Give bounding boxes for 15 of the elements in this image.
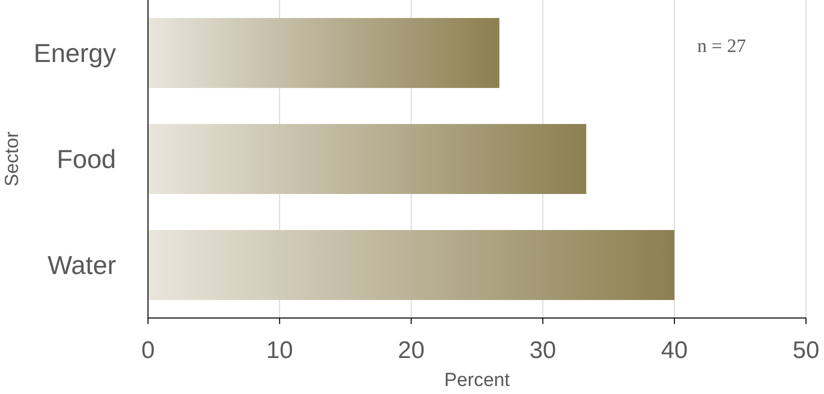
bar: [148, 18, 500, 88]
annotation: n = 27: [697, 36, 746, 57]
x-tick-label: 10: [266, 337, 293, 364]
y-tick-label: Water: [48, 250, 116, 280]
bar: [148, 124, 586, 194]
bar: [148, 230, 674, 300]
x-tick-label: 50: [792, 337, 820, 364]
y-tick-label: Energy: [34, 38, 116, 68]
x-axis-title: Percent: [444, 370, 510, 391]
x-tick-label: 20: [398, 337, 425, 364]
x-tick-label: 0: [141, 337, 155, 364]
y-tick-label: Food: [56, 144, 116, 174]
x-tick-label: 30: [529, 337, 556, 364]
x-tick-label: 40: [661, 337, 688, 364]
y-axis-title: Sector: [2, 130, 23, 186]
